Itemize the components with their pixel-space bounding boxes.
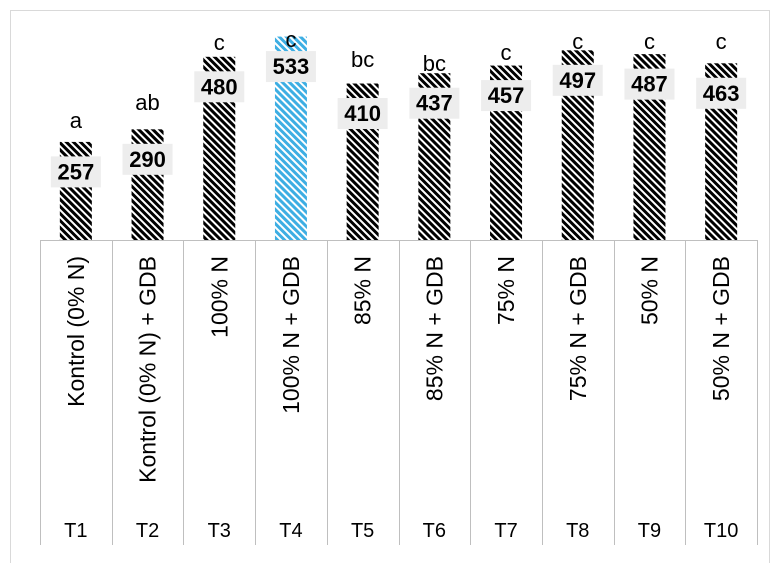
category-code-label: T1 bbox=[64, 520, 87, 542]
category-description-label: 50% N + GDB bbox=[708, 256, 734, 401]
significance-letter: c bbox=[572, 29, 583, 54]
category-code-label: T5 bbox=[351, 520, 374, 542]
category-description-label: Kontrol (0% N) bbox=[63, 256, 89, 407]
category-labels: Kontrol (0% N) T1 Kontrol (0% N) + GDB T2 10… bbox=[63, 256, 739, 542]
category-code-label: T9 bbox=[638, 520, 661, 542]
data-label: 497 bbox=[559, 68, 596, 93]
category-code-label: T8 bbox=[566, 520, 589, 542]
data-label: 457 bbox=[488, 83, 525, 108]
significance-letter: a bbox=[70, 108, 83, 133]
significance-letter: c bbox=[644, 29, 655, 54]
category-description-label: 100% N + GDB bbox=[278, 256, 304, 414]
data-label-box bbox=[265, 51, 316, 83]
data-label-box bbox=[337, 98, 388, 130]
chart-frame bbox=[10, 10, 770, 563]
category-description-label: 50% N bbox=[636, 256, 662, 325]
significance-letter: c bbox=[501, 40, 512, 65]
data-label: 463 bbox=[703, 81, 740, 106]
category-code-label: T10 bbox=[704, 520, 738, 542]
data-label: 257 bbox=[57, 159, 94, 184]
data-label: 437 bbox=[416, 91, 453, 116]
significance-letter: c bbox=[285, 27, 296, 52]
data-label-box bbox=[481, 80, 532, 112]
significance-letter: c bbox=[214, 30, 225, 55]
data-label-box bbox=[409, 87, 460, 119]
data-label-box bbox=[194, 71, 245, 103]
category-description-label: 75% N bbox=[493, 256, 519, 325]
data-label-box bbox=[552, 64, 603, 96]
category-table bbox=[40, 240, 758, 545]
data-label-box bbox=[624, 68, 675, 100]
category-code-label: T6 bbox=[423, 520, 446, 542]
data-labels: 257a290ab480c533c410bc437bc457c497c487c4… bbox=[50, 27, 747, 188]
data-label-box bbox=[50, 156, 101, 188]
significance-letter: bc bbox=[351, 47, 374, 72]
data-label: 533 bbox=[273, 54, 310, 79]
significance-letter: ab bbox=[135, 90, 159, 115]
data-label: 487 bbox=[631, 72, 668, 97]
category-code-label: T7 bbox=[494, 520, 517, 542]
data-label: 290 bbox=[129, 147, 166, 172]
significance-letter: bc bbox=[423, 51, 446, 76]
data-label: 480 bbox=[201, 74, 238, 99]
category-description-label: 75% N + GDB bbox=[565, 256, 591, 401]
category-code-label: T4 bbox=[279, 520, 302, 542]
category-code-label: T3 bbox=[208, 520, 231, 542]
category-description-label: Kontrol (0% N) + GDB bbox=[135, 256, 161, 483]
data-label: 410 bbox=[344, 101, 381, 126]
category-code-label: T2 bbox=[136, 520, 159, 542]
data-label-box bbox=[122, 143, 173, 175]
data-label-box bbox=[696, 77, 747, 109]
category-description-label: 85% N bbox=[350, 256, 376, 325]
significance-letter: c bbox=[716, 29, 727, 54]
bar-series bbox=[59, 36, 738, 241]
category-description-label: 100% N bbox=[206, 256, 232, 338]
category-description-label: 85% N + GDB bbox=[421, 256, 447, 401]
